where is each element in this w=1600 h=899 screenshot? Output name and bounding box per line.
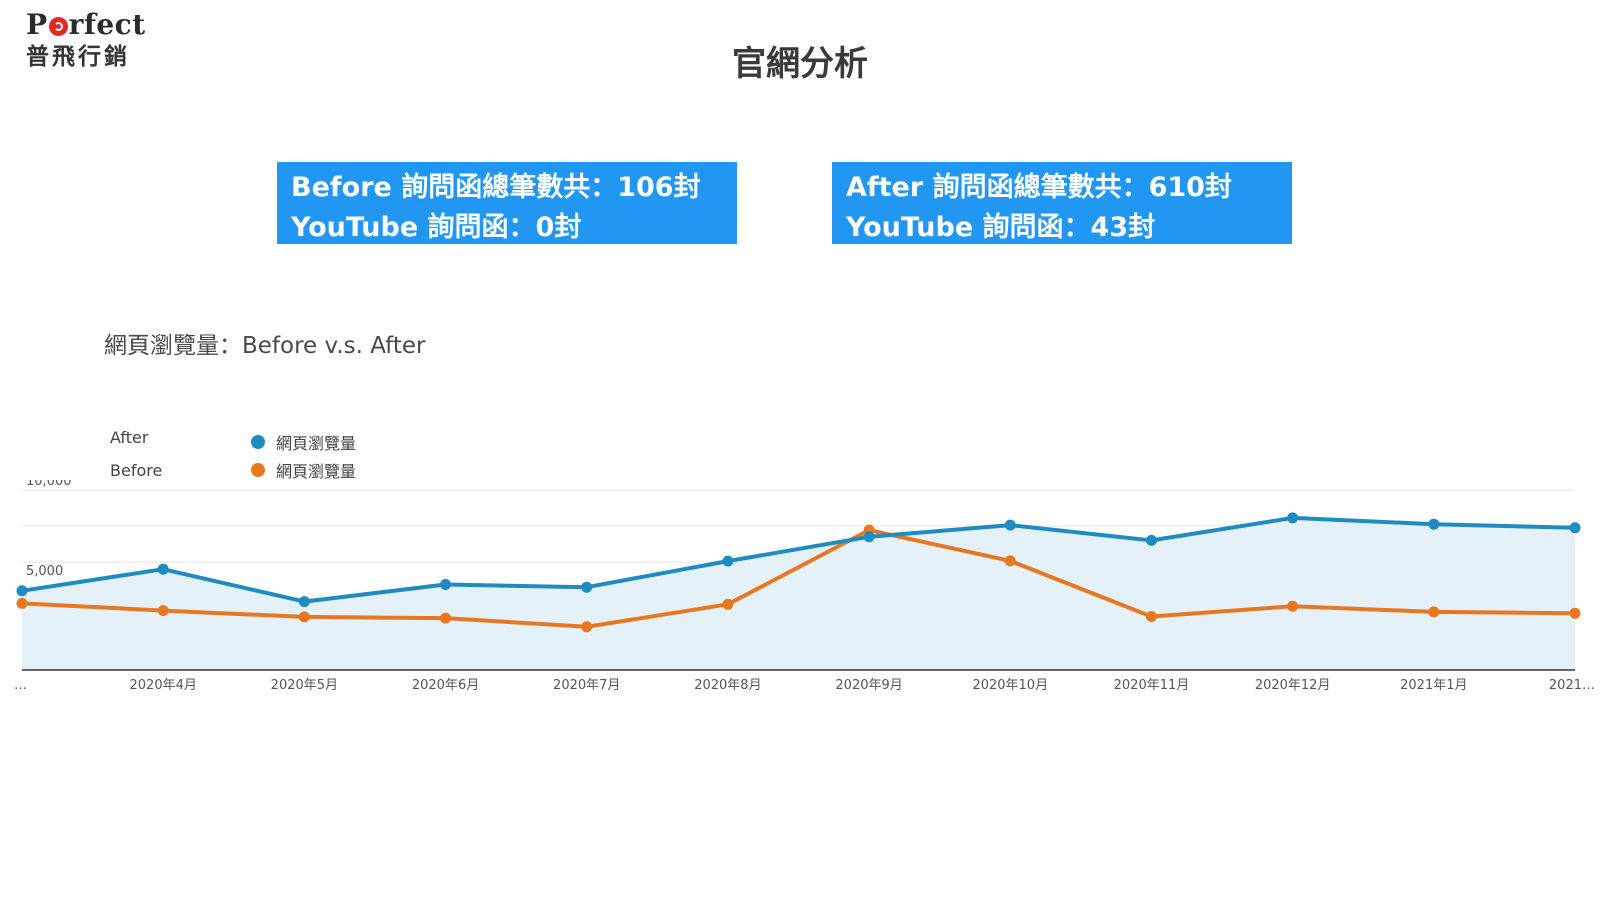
after-youtube-text: YouTube 詢問函：43封 — [846, 212, 1156, 243]
data-point-before — [1287, 600, 1299, 612]
data-point-after — [1569, 522, 1581, 534]
legend-before-dot-icon — [251, 463, 265, 477]
x-tick-label: 2021… — [1549, 678, 1595, 693]
x-tick-label: 2020年12月 — [1255, 678, 1331, 693]
logo-word-rest: rfect — [68, 8, 146, 41]
data-point-before — [440, 612, 452, 624]
data-point-after — [722, 555, 734, 567]
data-point-after — [581, 581, 593, 593]
legend-group-after: After — [110, 428, 149, 447]
x-tick-label: 2020年4月 — [130, 678, 197, 693]
x-tick-label: 2020年8月 — [694, 678, 761, 693]
y-tick-label: 5,000 — [26, 564, 63, 579]
series-line-after — [21, 515, 1576, 604]
data-point-after — [863, 531, 875, 543]
data-point-after — [16, 585, 28, 597]
data-point-after — [1145, 534, 1157, 546]
x-tick-label: 2020年7月 — [553, 678, 620, 693]
data-point-before — [1004, 555, 1016, 567]
after-stat-box: After 詢問函總筆數共：610封 YouTube 詢問函：43封 — [832, 162, 1292, 244]
before-youtube-text: YouTube 詢問函：0封 — [291, 212, 582, 243]
data-point-after — [440, 579, 452, 590]
data-point-after — [157, 563, 169, 575]
logo-chinese: 普飛行銷 — [26, 44, 130, 70]
data-point-before — [1145, 611, 1157, 623]
data-point-after — [298, 596, 310, 608]
data-point-after — [1428, 518, 1440, 530]
data-point-before — [157, 605, 169, 617]
logo-target-icon — [48, 16, 68, 36]
line-chart: 10,000 5,000 … 2020年4月 2020年5月 2020年6月 2020年7月… — [14, 480, 1595, 693]
legend-after-label: 網頁瀏覽量 — [276, 434, 357, 453]
data-point-before — [298, 611, 310, 623]
x-tick-label: … — [14, 678, 27, 693]
data-point-before — [722, 598, 734, 610]
data-point-after — [1287, 512, 1299, 524]
data-point-before — [16, 597, 28, 609]
x-tick-label: 2020年11月 — [1114, 678, 1190, 693]
chart-title: 網頁瀏覽量：Before v.s. After — [104, 333, 426, 359]
x-tick-label: 2021年1月 — [1400, 678, 1467, 693]
x-tick-label: 2020年6月 — [412, 678, 479, 693]
data-point-before — [581, 621, 593, 633]
data-point-after — [1004, 519, 1016, 531]
before-total-text: Before 詢問函總筆數共：106封 — [291, 172, 701, 203]
page-title: 官網分析 — [732, 44, 868, 84]
x-tick-label: 2020年10月 — [972, 678, 1048, 693]
x-tick-label: 2020年9月 — [835, 678, 902, 693]
legend-group-before: Before — [110, 461, 163, 480]
after-area-fill — [22, 517, 1575, 670]
legend-before-label: 網頁瀏覽量 — [276, 462, 357, 481]
logo-letter: P — [26, 8, 48, 41]
x-tick-label: 2020年5月 — [271, 678, 338, 693]
before-stat-box: Before 詢問函總筆數共：106封 YouTube 詢問函：0封 — [277, 162, 737, 244]
data-point-before — [1428, 606, 1440, 618]
y-tick-label: 10,000 — [26, 480, 72, 489]
data-point-before — [1569, 607, 1581, 619]
series-line-before — [21, 528, 1576, 629]
legend-after-dot-icon — [251, 435, 265, 449]
after-total-text: After 詢問函總筆數共：610封 — [846, 172, 1232, 203]
